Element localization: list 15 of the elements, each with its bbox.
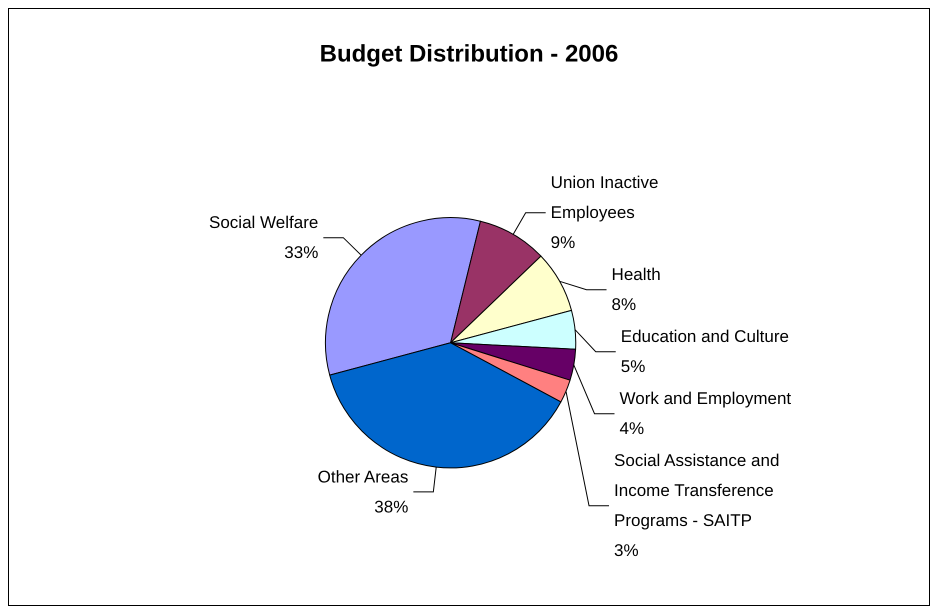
slice-label: Social Assistance and Income Transference Programs - SAITP	[614, 451, 784, 530]
data-label: 38%	[374, 497, 408, 516]
slice-label: Other Areas	[318, 467, 408, 486]
slice-label: Social Welfare	[209, 213, 318, 232]
data-label: 4%	[620, 419, 644, 438]
slice-label: Education and Culture	[620, 327, 789, 346]
slice-label: Health	[612, 265, 661, 284]
data-label: 9%	[550, 233, 576, 252]
data-label: 33%	[284, 243, 318, 262]
slice-label: Work and Employment	[620, 389, 792, 408]
data-label: 3%	[614, 541, 639, 560]
data-label: 8%	[612, 295, 636, 314]
data-label: 5%	[620, 357, 646, 376]
slice-label: Union Inactive Employees	[550, 173, 664, 222]
chart-title: Budget Distribution - 2006	[320, 40, 618, 68]
